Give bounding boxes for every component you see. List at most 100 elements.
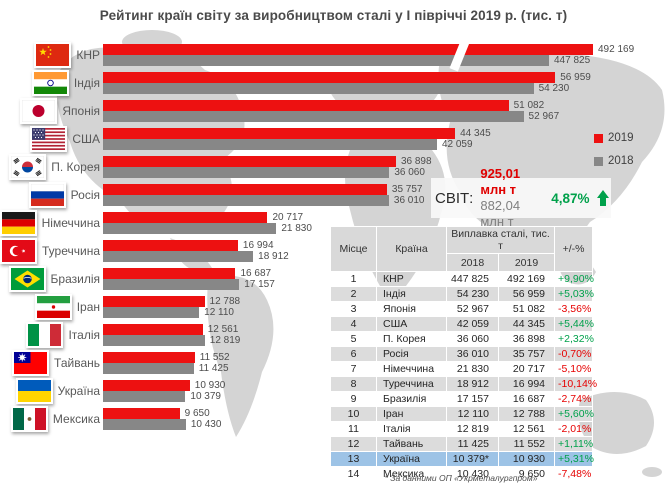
bar-value: 44 345 <box>460 128 491 139</box>
bar-value: 21 830 <box>281 223 312 234</box>
country-label: Туреччина <box>42 244 100 258</box>
bar-2019 <box>103 212 268 223</box>
italy-flag-icon <box>26 322 64 348</box>
bar-value: 35 757 <box>391 184 423 195</box>
turkey-flag-icon <box>0 238 38 264</box>
pct-cell: -5,10% <box>554 361 594 377</box>
country-label: Італія <box>68 328 100 342</box>
table-row: 14 Мексика 10 430 9 650 -7,48% <box>330 466 594 482</box>
bar-2019 <box>103 380 190 391</box>
chart-row-italy: Італія 12 561 12 819 <box>0 321 667 349</box>
chart-row-india: Індія 56 959 54 230 <box>0 69 667 97</box>
bar-2019 <box>103 296 205 307</box>
country-label: Україна <box>57 384 100 398</box>
china-flag-icon <box>34 42 72 68</box>
chart-row-japan: Японія 51 082 52 967 <box>0 97 667 125</box>
bar-2018 <box>103 307 200 318</box>
pct-cell: -0,70% <box>554 346 594 362</box>
pct-cell: +1,11% <box>554 436 593 452</box>
bar-2018 <box>103 83 534 94</box>
chart-row-germany: Німеччина 20 717 21 830 <box>0 209 667 237</box>
bar-value: 16 687 <box>240 268 272 279</box>
bar-2018 <box>103 391 186 402</box>
pct-cell: +5,31% <box>554 451 594 467</box>
brazil-flag-icon <box>8 266 46 292</box>
country-label: США <box>72 132 100 146</box>
country-label: Німеччина <box>41 216 100 230</box>
table-row: 10 Іран 12 110 12 788 +5,60% <box>330 406 594 422</box>
chart-row-usa: США 44 345 42 059 <box>0 125 667 153</box>
bar-value: 10 930 <box>194 380 226 391</box>
chart-row-turkey: Туреччина 16 994 18 912 <box>0 237 667 265</box>
bar-2019 <box>103 72 556 83</box>
bar-2019 <box>103 44 593 55</box>
bar-2018 <box>103 223 277 234</box>
table-row: 12 Тайвань 11 425 11 552 +1,11% <box>330 436 593 452</box>
legend-item-2019: 2019 <box>594 132 634 144</box>
bar-value: 11 552 <box>199 352 230 363</box>
table-row: 1 КНР 447 825 492 169 +9,90% <box>330 271 594 287</box>
chart-row-china: КНР 492 169 447 825 <box>0 39 667 72</box>
bar-2019 <box>103 268 236 279</box>
usa-flag-icon <box>30 126 68 152</box>
bar-value: 56 959 <box>560 72 591 83</box>
bar-value: 10 379 <box>190 391 221 402</box>
bar-chart: КНР 492 169 447 825 Індія 56 959 54 230 … <box>0 39 667 433</box>
up-arrow-icon <box>596 189 609 207</box>
table-row: 11 Італія 12 819 12 561 -2,01% <box>330 421 594 437</box>
bar-2018 <box>103 55 549 66</box>
legend: 2019 2018 <box>594 132 634 178</box>
mexico-flag-icon <box>10 406 48 432</box>
bar-2018 <box>103 251 254 262</box>
bar-2019 <box>103 100 509 111</box>
col-header-place: Місце <box>330 226 377 272</box>
chart-row-russia: Росія 35 757 36 010 <box>0 181 667 209</box>
bar-2018 <box>103 167 390 178</box>
pct-cell: +5,60% <box>554 406 594 422</box>
germany-flag-icon <box>0 210 37 236</box>
pct-cell: +5,44% <box>554 316 594 332</box>
ranking-table-wrap: Місце Країна Виплавка сталі, тис. т +/-%… <box>330 226 597 482</box>
table-row: 8 Туреччина 18 912 16 994 -10,14% <box>330 376 597 392</box>
chart-row-skorea: П. Корея 36 898 36 060 <box>0 153 667 181</box>
bar-value: 20 717 <box>272 212 304 223</box>
ranking-table: Місце Країна Виплавка сталі, тис. т +/-%… <box>330 226 597 482</box>
bar-2019 <box>103 184 387 195</box>
bar-2019 <box>103 324 203 335</box>
table-row-ukraine-highlighted: 13 Україна 10 379* 10 930 +5,31% <box>330 451 594 467</box>
country-label: П. Корея <box>51 160 100 174</box>
chart-row-taiwan: Тайвань 11 552 11 425 <box>0 349 667 377</box>
bar-value: 12 819 <box>209 335 241 346</box>
legend-item-2018: 2018 <box>594 155 634 167</box>
bar-2019 <box>103 352 195 363</box>
country-label: Росія <box>70 188 100 202</box>
bar-2019 <box>103 156 396 167</box>
table-row: 7 Німеччина 21 830 20 717 -5,10% <box>330 361 594 377</box>
bar-value: 42 059 <box>441 139 473 150</box>
bar-2018 <box>103 139 437 150</box>
bar-value: 17 157 <box>244 279 275 290</box>
pct-cell: -2,74% <box>554 391 594 407</box>
country-label: Іран <box>76 300 100 314</box>
table-row: 4 США 42 059 44 345 +5,44% <box>330 316 594 332</box>
pct-cell: -10,14% <box>554 376 597 392</box>
col-header-group: Виплавка сталі, тис. т <box>445 226 556 254</box>
bar-2018 <box>103 419 186 430</box>
bar-value: 52 967 <box>528 111 560 122</box>
chart-row-iran: Іран 12 788 12 110 <box>0 293 667 321</box>
pct-cell: -3,56% <box>554 301 594 317</box>
col-header-2018: 2018 <box>446 253 499 272</box>
bar-value: 12 110 <box>204 307 234 318</box>
chart-row-mexico: Мексика 9 650 10 430 <box>0 405 667 433</box>
bar-value: 447 825 <box>554 55 591 66</box>
chart-row-brazil: Бразилія 16 687 17 157 <box>0 265 667 293</box>
legend-swatch-2018 <box>594 156 603 166</box>
bar-value: 18 912 <box>258 251 289 262</box>
table-row: 5 П. Корея 36 060 36 898 +2,32% <box>330 331 594 347</box>
bar-2018 <box>103 111 524 122</box>
col-header-country: Країна <box>376 226 447 272</box>
bar-value: 51 082 <box>513 100 545 111</box>
bar-2019 <box>103 128 456 139</box>
pct-cell: +5,03% <box>554 286 594 302</box>
